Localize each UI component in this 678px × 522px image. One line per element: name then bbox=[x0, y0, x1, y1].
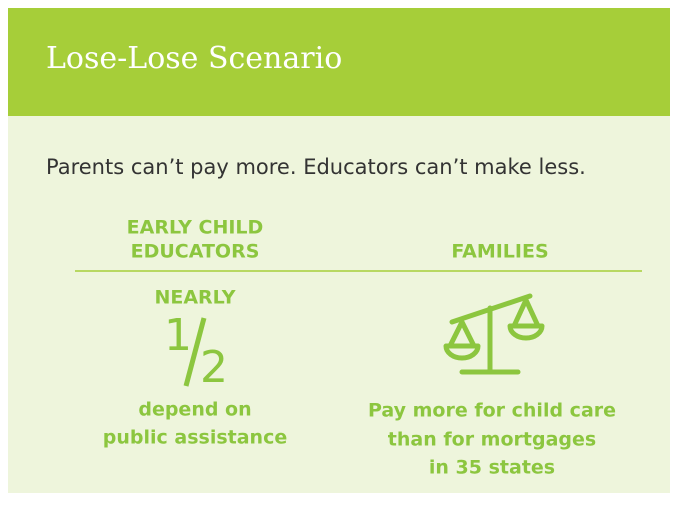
column-heading: FAMILIES bbox=[451, 241, 548, 263]
intro: Parents can’t pay more. Educators can’t … bbox=[46, 155, 586, 179]
column-heading: EARLY CHILD bbox=[127, 217, 264, 239]
caption: Pay more for child care bbox=[368, 400, 616, 422]
scale-icon bbox=[443, 293, 545, 375]
column-heading: EDUCATORS bbox=[131, 241, 260, 263]
fraction-slash bbox=[183, 317, 207, 387]
fraction-denominator: 2 bbox=[200, 342, 228, 393]
caption: in 35 states bbox=[429, 457, 555, 479]
fraction-numerator: 1 bbox=[164, 310, 192, 361]
caption: depend on bbox=[138, 399, 251, 421]
body-panel bbox=[8, 116, 670, 493]
title: Lose-Lose Scenario bbox=[46, 41, 342, 76]
header-band bbox=[8, 8, 670, 116]
stat-prefix: NEARLY bbox=[154, 287, 235, 309]
caption: than for mortgages bbox=[388, 429, 596, 451]
caption: public assistance bbox=[103, 427, 287, 449]
